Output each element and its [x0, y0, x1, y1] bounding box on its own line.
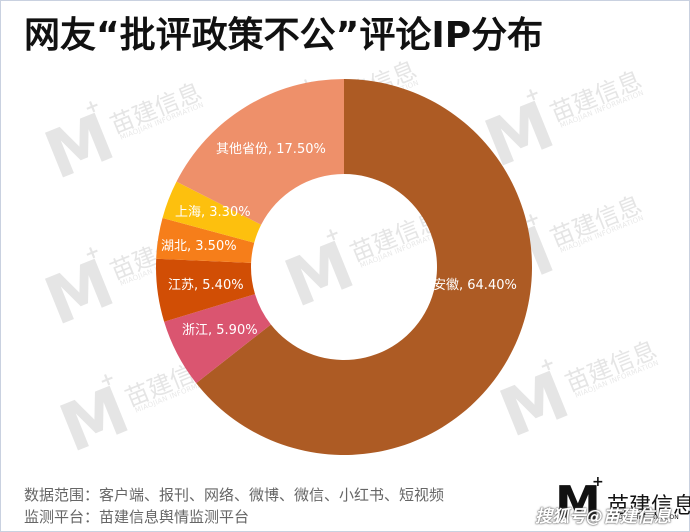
slice-label: 湖北, 3.50%	[161, 239, 237, 254]
logo-brand-en: MIAOJIAN INFORMATION	[607, 514, 679, 521]
donut-slice-0	[196, 79, 532, 456]
platform-note: 监测平台：苗建信息舆情监测平台	[24, 508, 250, 526]
footer-notes: 数据范围：客户端、报刊、网络、微博、微信、小红书、短视频 监测平台：苗建信息舆情…	[24, 484, 444, 528]
slice-label: 浙江, 5.90%	[182, 323, 258, 338]
slice-label: 安徽, 64.40%	[433, 278, 517, 293]
donut-slice-5	[176, 79, 344, 225]
logo-plus-icon: +	[592, 474, 604, 490]
slice-label: 上海, 3.30%	[175, 205, 251, 220]
donut-slice-3	[156, 217, 255, 263]
chart-title: 网友“批评政策不公”评论IP分布	[24, 15, 544, 56]
donut-slice-1	[164, 294, 271, 384]
data-scope-note: 数据范围：客户端、报刊、网络、微博、微信、小红书、短视频	[24, 486, 445, 504]
source-watermark: 搜狐号@苗建信息	[535, 507, 671, 527]
slice-label: 其他省份, 17.50%	[216, 142, 326, 157]
brand-logo: M + 苗建信息 MIAOJIAN INFORMATION 搜狐号@苗建信息	[535, 474, 690, 530]
logo-brand-name: 苗建信息	[607, 494, 690, 519]
slice-label: 江苏, 5.40%	[168, 277, 244, 293]
logo-m-icon: M	[555, 476, 601, 530]
donut-slice-2	[156, 258, 256, 322]
donut-slice-4	[162, 181, 262, 243]
